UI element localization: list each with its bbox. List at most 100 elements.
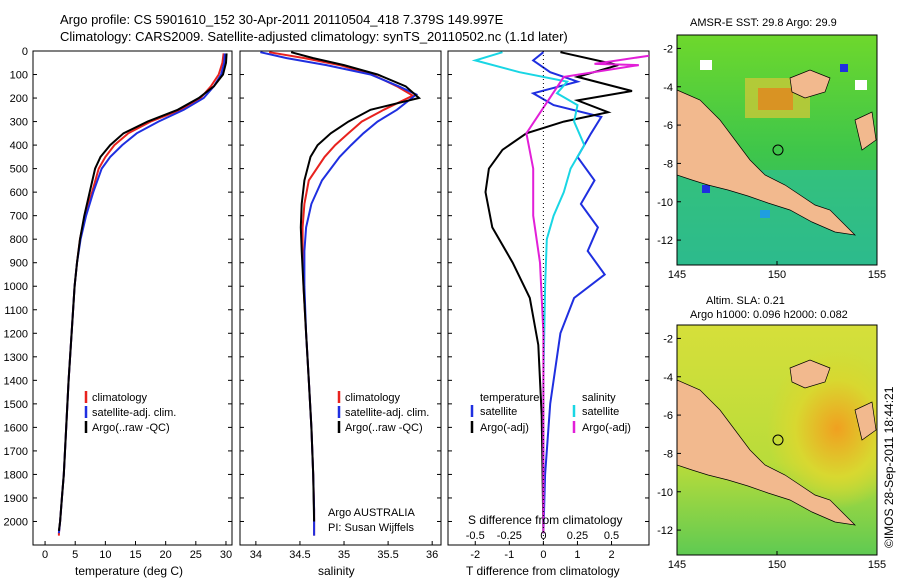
map-y-tick-label: -4 (663, 82, 673, 94)
depth-tick-label: 300 (10, 117, 28, 129)
map-x-tick-label: 155 (868, 559, 886, 571)
sst-map (676, 34, 878, 266)
x-tick-label: 36 (426, 549, 438, 561)
map-y-tick-label: -4 (663, 372, 673, 384)
salinity-legend: climatology satellite-adj. clim. Argo(..… (337, 391, 429, 434)
depth-tick-label: 1500 (4, 399, 28, 411)
map-y-tick-label: -6 (663, 120, 673, 132)
x-tick-label: 30 (220, 549, 232, 561)
temperature-xlabel: temperature (deg C) (75, 564, 183, 578)
x-axis-ticks: 0 5 10 15 20 25 30 34 34.5 35 35.5 36 -2 -1 0 1 2 -0.5 -0.… (42, 51, 619, 561)
x-tick-label: 35.5 (377, 549, 398, 561)
depth-tick-label: 1100 (4, 305, 28, 317)
depth-tick-label: 1300 (4, 352, 28, 364)
land-mass (676, 379, 856, 526)
depth-tick-label: 400 (10, 140, 28, 152)
depth-axis: 0 100 200 300 400 500 600 700 800 900 1000 1100 1200… (4, 46, 649, 528)
temperature-legend: climatology satellite-adj. clim. Argo(..… (84, 391, 176, 434)
temperature-panel-frame (32, 50, 233, 546)
island (789, 359, 831, 389)
argo-position-marker (772, 434, 784, 446)
s-tick-label: -0.25 (497, 530, 522, 542)
map-x-tick-label: 155 (868, 269, 886, 281)
map-x-tick-label: 150 (768, 559, 786, 571)
map-y-tick-label: -2 (663, 333, 673, 345)
series-line-salinity-satellite (471, 51, 586, 534)
depth-tick-label: 1200 (4, 328, 28, 340)
x-tick-label: 15 (129, 549, 141, 561)
map-y-tick-label: -12 (657, 235, 673, 247)
legend-label-temp-satellite: satellite (480, 406, 517, 418)
legend-title-temperature: temperature (480, 392, 539, 404)
series-line-satellite-adj-clim- (260, 51, 419, 536)
legend-label-satellite: satellite-adj. clim. (92, 407, 176, 419)
depth-tick-label: 1800 (4, 469, 28, 481)
depth-tick-label: 1700 (4, 446, 28, 458)
difference-legend: temperature satellite Argo(-adj) salinit… (470, 392, 631, 434)
map-y-tick-label: -2 (663, 43, 673, 55)
depth-tick-label: 2000 (4, 516, 28, 528)
pi-label: PI: Susan Wijffels (328, 522, 414, 534)
land-mass (676, 89, 856, 236)
difference-xlabel-top: S difference from climatology (468, 513, 623, 527)
depth-tick-label: 500 (10, 164, 28, 176)
depth-tick-label: 900 (10, 258, 28, 270)
s-tick-label: 0.25 (567, 530, 588, 542)
figure-title-line1: Argo profile: CS 5901610_152 30-Apr-2011… (60, 12, 504, 27)
series-line-climatology (268, 51, 415, 536)
legend-label-temp-argo: Argo(-adj) (480, 422, 529, 434)
sst-map-title: AMSR-E SST: 29.8 Argo: 29.9 (690, 17, 837, 29)
x-tick-label: 34.5 (289, 549, 310, 561)
salinity-xlabel: salinity (318, 564, 355, 578)
argo-position-marker (772, 144, 784, 156)
depth-tick-label: 100 (10, 70, 28, 82)
map-y-tick-label: -8 (663, 158, 673, 170)
x-tick-label: 35 (338, 549, 350, 561)
s-tick-label: 0.5 (604, 530, 619, 542)
x-tick-label: 1 (574, 549, 580, 561)
depth-tick-label: 0 (22, 46, 28, 58)
map-y-tick-label: -6 (663, 410, 673, 422)
series-line-argo-raw-qc- (290, 51, 422, 522)
depth-tick-label: 1400 (4, 375, 28, 387)
x-tick-label: -1 (504, 549, 514, 561)
sla-map-axis: 145 150 155 -2 -4 -6 -8 -10 -12 (657, 333, 886, 571)
sla-map-title-line1: Altim. SLA: 0.21 (706, 295, 785, 307)
x-tick-label: 20 (160, 549, 172, 561)
map-x-tick-label: 145 (668, 559, 686, 571)
map-y-tick-label: -12 (657, 525, 673, 537)
series-line-temperature-argo-adj- (484, 51, 633, 534)
series-line-temperature-satellite (530, 51, 607, 534)
map-y-tick-label: -10 (657, 487, 673, 499)
difference-xlabel: T difference from climatology (466, 564, 620, 578)
sla-map (676, 324, 878, 556)
map-x-tick-label: 150 (768, 269, 786, 281)
s-tick-label: -0.5 (466, 530, 485, 542)
sla-map-title-line2: Argo h1000: 0.096 h2000: 0.082 (690, 309, 848, 321)
legend-label-climatology: climatology (345, 392, 401, 404)
x-tick-label: 10 (99, 549, 111, 561)
x-tick-label: 2 (608, 549, 614, 561)
legend-label-argo: Argo(..raw -QC) (92, 422, 170, 434)
x-tick-label: 25 (190, 549, 202, 561)
island (854, 111, 877, 151)
island (789, 69, 831, 99)
depth-tick-label: 1900 (4, 493, 28, 505)
legend-title-salinity: salinity (582, 392, 616, 404)
figure-title-line2: Climatology: CARS2009. Satellite-adjuste… (60, 29, 568, 44)
profile-series (57, 51, 650, 536)
depth-tick-label: 800 (10, 234, 28, 246)
map-y-tick-label: -10 (657, 197, 673, 209)
series-line-argo-raw-qc- (57, 53, 228, 532)
series-line-salinity-argo-adj- (525, 54, 650, 534)
x-tick-label: 0 (42, 549, 48, 561)
difference-panel-frame (447, 50, 650, 546)
depth-tick-label: 600 (10, 187, 28, 199)
credit-label: Argo AUSTRALIA (328, 507, 415, 519)
salinity-panel-frame (239, 50, 442, 546)
depth-tick-label: 700 (10, 211, 28, 223)
x-tick-label: -2 (470, 549, 480, 561)
depth-tick-label: 1000 (4, 281, 28, 293)
timestamp-label: ©IMOS 28-Sep-2011 18:44:21 (882, 386, 896, 548)
